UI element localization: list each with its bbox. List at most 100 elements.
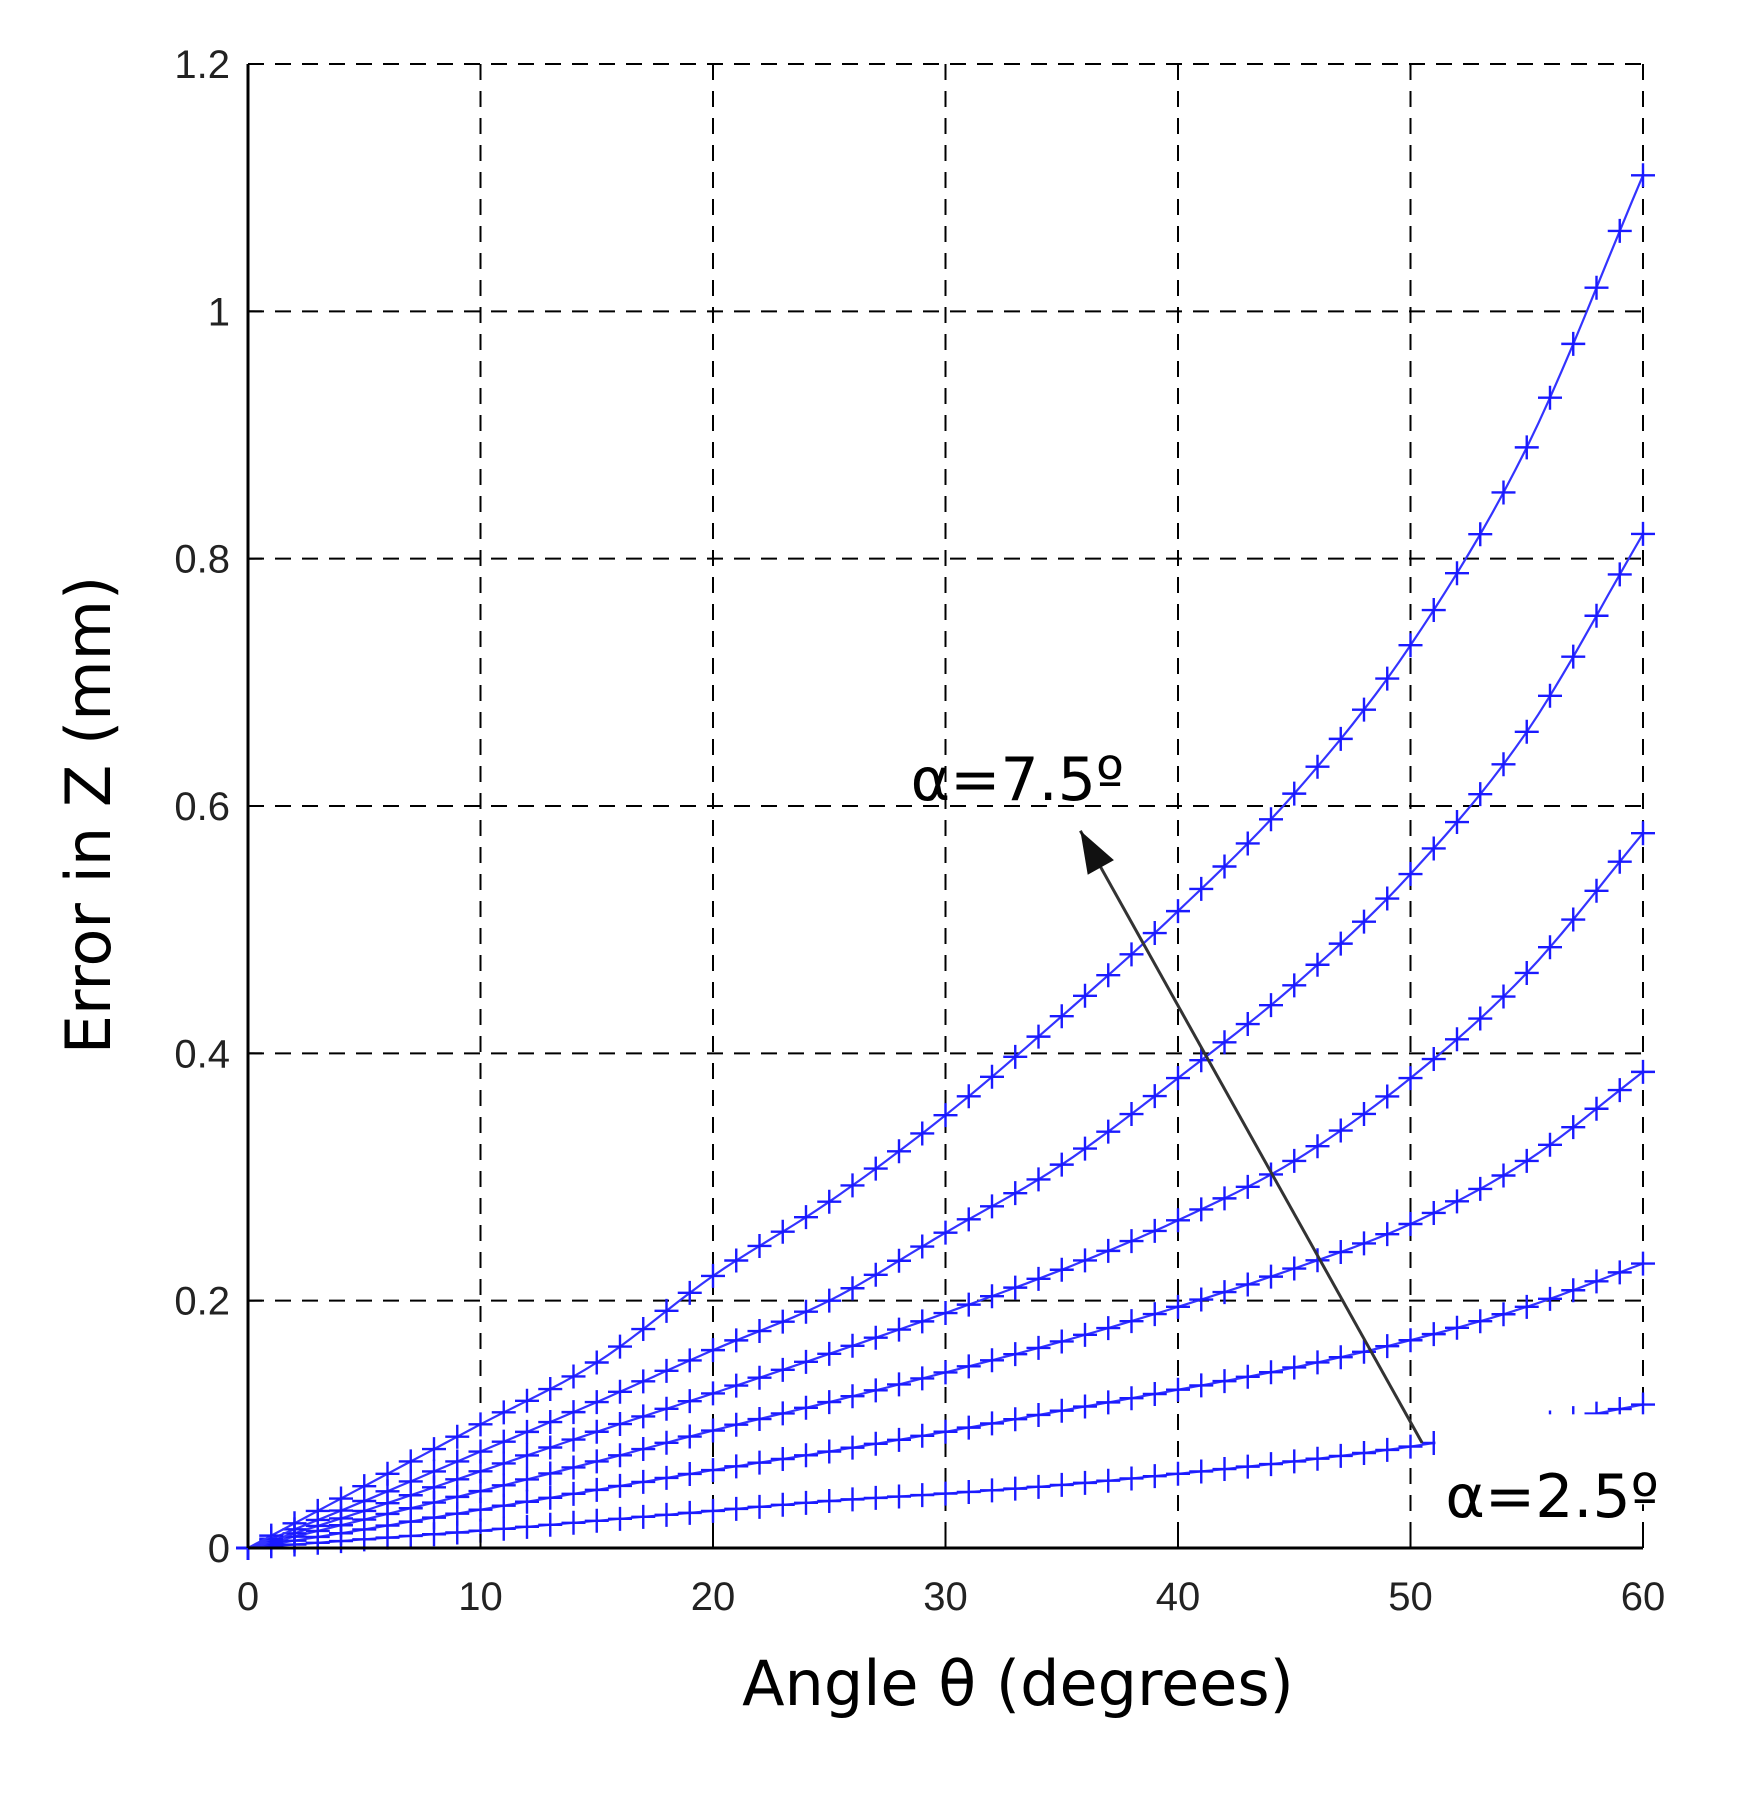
marker-s2-31 <box>956 1415 981 1440</box>
marker-s4-16 <box>608 1412 632 1437</box>
marker-s2-12 <box>515 1489 539 1514</box>
marker-s5-45 <box>1282 973 1307 998</box>
marker-s6-50 <box>1398 633 1423 658</box>
marker-s1-41 <box>1189 1459 1214 1484</box>
marker-s4-36 <box>1073 1248 1097 1273</box>
marker-s3-28 <box>887 1372 911 1397</box>
marker-s5-34 <box>1026 1167 1051 1192</box>
marker-s6-15 <box>584 1350 609 1375</box>
y-tick-label-1: 0.2 <box>174 1280 230 1324</box>
marker-s3-26 <box>840 1384 865 1409</box>
y-axis-title: Error in Z (mm) <box>52 576 125 1054</box>
marker-s4-12 <box>515 1443 539 1468</box>
marker-s5-31 <box>956 1207 981 1232</box>
marker-s6-11 <box>491 1400 516 1425</box>
marker-s2-29 <box>910 1423 935 1448</box>
marker-s2-14 <box>561 1481 586 1506</box>
marker-s2-58 <box>1584 1269 1609 1294</box>
marker-s6-47 <box>1328 726 1353 751</box>
marker-s1-49 <box>1375 1437 1400 1462</box>
series-4 <box>236 821 1655 1560</box>
marker-s6-58 <box>1584 275 1609 300</box>
marker-s4-46 <box>1305 1134 1330 1159</box>
marker-s6-55 <box>1514 435 1539 460</box>
marker-s2-20 <box>701 1458 725 1483</box>
marker-s6-21 <box>724 1248 749 1273</box>
marker-s1-15 <box>584 1508 609 1533</box>
marker-s1-36 <box>1073 1470 1097 1495</box>
marker-s2-59 <box>1607 1260 1632 1285</box>
marker-s5-47 <box>1328 931 1353 956</box>
marker-s1-40 <box>1166 1461 1190 1486</box>
annotation-arrow-head <box>1080 830 1114 875</box>
marker-s4-20 <box>701 1381 725 1406</box>
marker-s6-24 <box>794 1205 818 1230</box>
marker-s1-16 <box>608 1506 632 1531</box>
marker-s5-14 <box>561 1400 586 1425</box>
marker-s3-55 <box>1514 1148 1539 1173</box>
marker-s1-33 <box>1003 1476 1028 1501</box>
marker-s6-20 <box>701 1263 725 1288</box>
marker-s2-26 <box>840 1435 865 1460</box>
marker-s1-60 <box>1631 1392 1655 1417</box>
marker-s3-49 <box>1375 1222 1400 1247</box>
marker-s3-16 <box>608 1443 632 1468</box>
marker-s2-36 <box>1073 1394 1097 1419</box>
x-tick-label-5: 50 <box>1388 1575 1433 1619</box>
marker-s6-33 <box>1003 1044 1028 1069</box>
y-tick-label-0: 0 <box>208 1527 230 1571</box>
marker-s6-3 <box>305 1498 330 1523</box>
marker-s4-53 <box>1468 1006 1493 1031</box>
marker-s2-52 <box>1445 1315 1469 1340</box>
marker-s3-30 <box>933 1360 958 1385</box>
marker-s5-20 <box>701 1338 725 1363</box>
series-markers-4 <box>236 821 1655 1560</box>
y-tick-label-6: 1.2 <box>174 43 230 87</box>
marker-s4-57 <box>1561 907 1586 932</box>
marker-s2-34 <box>1026 1402 1051 1427</box>
marker-s6-28 <box>887 1139 911 1164</box>
marker-s2-43 <box>1235 1364 1260 1389</box>
marker-s1-38 <box>1119 1466 1144 1491</box>
x-tick-label-1: 10 <box>458 1575 503 1619</box>
marker-s6-14 <box>561 1364 586 1389</box>
marker-s6-4 <box>329 1486 353 1511</box>
marker-s4-25 <box>817 1341 842 1366</box>
marker-s6-38 <box>1119 942 1144 967</box>
series-2 <box>236 1251 1655 1560</box>
marker-s5-15 <box>584 1390 609 1415</box>
marker-s2-18 <box>654 1465 679 1490</box>
marker-s3-54 <box>1491 1163 1516 1188</box>
y-tick-label-3: 0.6 <box>174 785 230 829</box>
y-tick-label-4: 0.8 <box>174 538 230 582</box>
marker-s3-52 <box>1445 1189 1469 1214</box>
marker-s5-32 <box>980 1194 1004 1219</box>
marker-s4-43 <box>1235 1174 1260 1199</box>
marker-s4-56 <box>1538 935 1562 960</box>
marker-s6-9 <box>445 1424 470 1449</box>
marker-s4-19 <box>677 1389 702 1414</box>
marker-s3-41 <box>1189 1287 1214 1312</box>
marker-s1-31 <box>956 1479 981 1504</box>
marker-s4-39 <box>1142 1218 1167 1243</box>
marker-s4-18 <box>654 1396 679 1421</box>
marker-s2-38 <box>1119 1386 1144 1411</box>
marker-s2-42 <box>1212 1369 1237 1394</box>
marker-s5-54 <box>1491 752 1516 777</box>
marker-s4-49 <box>1375 1084 1400 1109</box>
marker-s6-41 <box>1189 876 1214 901</box>
marker-s6-52 <box>1445 561 1469 586</box>
marker-s6-53 <box>1468 522 1493 547</box>
annotation-arrow-line <box>1079 830 1424 1444</box>
marker-s4-38 <box>1119 1229 1144 1254</box>
marker-s4-52 <box>1445 1027 1469 1052</box>
marker-s4-28 <box>887 1317 911 1342</box>
marker-s2-24 <box>794 1443 818 1468</box>
marker-s5-16 <box>608 1379 632 1404</box>
marker-s6-12 <box>515 1388 539 1413</box>
marker-s6-23 <box>770 1219 795 1244</box>
marker-s3-11 <box>491 1473 516 1498</box>
marker-s6-27 <box>863 1156 888 1181</box>
marker-s2-37 <box>1096 1390 1121 1415</box>
